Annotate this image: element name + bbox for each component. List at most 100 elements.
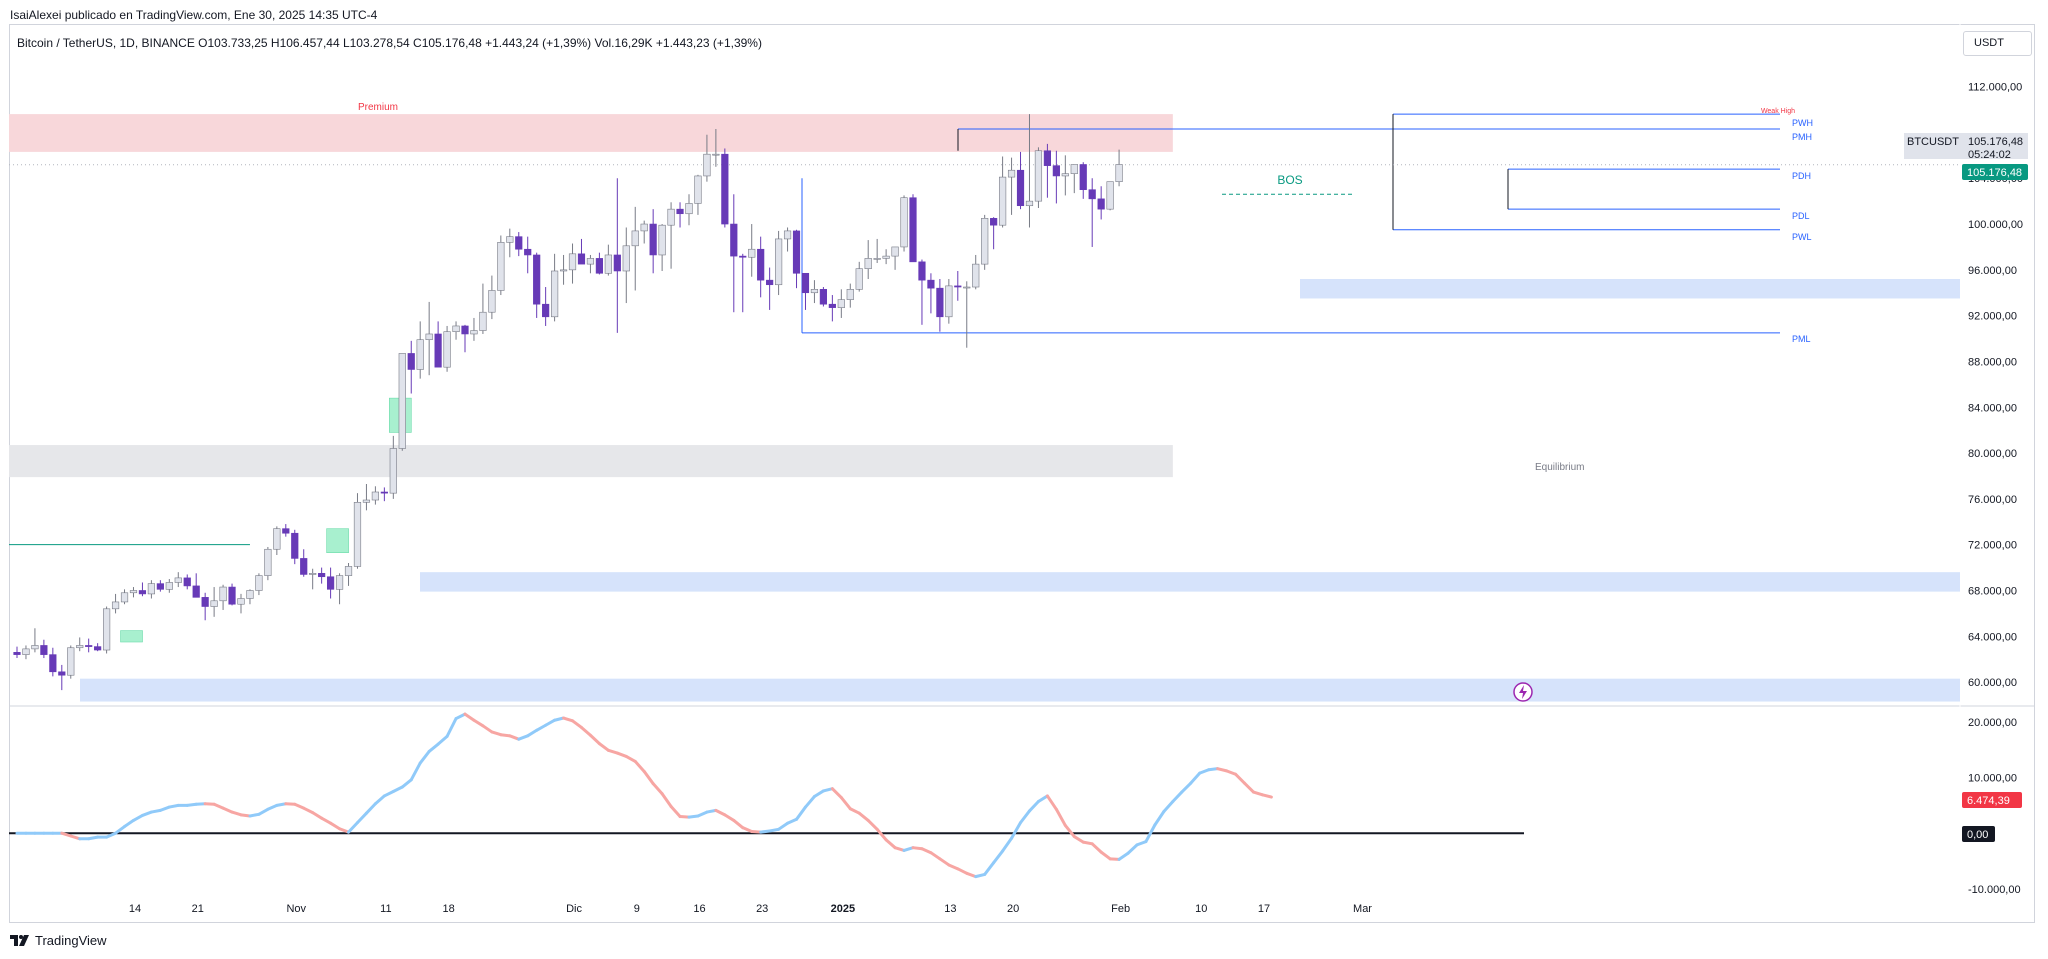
candle-body: [676, 208, 684, 215]
oscillator-segment: [185, 802, 198, 807]
oscillator-segment: [562, 716, 575, 723]
candle-body: [739, 255, 747, 258]
pdl-label: PDL: [1792, 211, 1810, 221]
x-tick-label: 2025: [831, 903, 855, 915]
candle-body: [309, 573, 317, 575]
oscillator-segment: [69, 834, 82, 841]
candle-body: [936, 287, 944, 318]
candle-body: [837, 299, 845, 308]
oscillator-segment: [1045, 794, 1058, 811]
candle-body: [577, 253, 586, 265]
oscillator-segment: [759, 829, 772, 834]
candle-body: [353, 502, 362, 567]
candle-body: [282, 528, 290, 534]
candle-body: [559, 269, 568, 272]
candle-body: [909, 197, 917, 263]
oscillator-segment: [248, 812, 261, 818]
oscillator-segment: [302, 806, 315, 815]
symbol-badge-price: 105.176,48: [1968, 136, 2023, 148]
oscillator-segment: [1135, 840, 1148, 847]
candle-body: [586, 258, 595, 265]
candle-body: [1025, 200, 1034, 207]
oscillator-segment: [221, 806, 234, 814]
candle-body: [76, 645, 84, 649]
premium-label: Premium: [358, 102, 398, 113]
candle-body: [694, 175, 702, 204]
candle-body: [228, 586, 236, 605]
candle-body: [165, 582, 173, 590]
oscillator-segment: [517, 734, 530, 741]
candle-body: [721, 153, 729, 225]
oscillator-segment: [1090, 842, 1103, 854]
candle-body: [748, 248, 756, 258]
y-tick-label: 112.000,00: [1968, 82, 2022, 94]
oscillator-segment: [786, 817, 799, 825]
candle-body: [85, 645, 93, 647]
candle-body: [1034, 150, 1043, 202]
oscillator-segment: [1063, 823, 1076, 839]
oscillator-segment: [123, 818, 135, 829]
candle-body: [1070, 164, 1078, 174]
oscillator-segment: [508, 734, 521, 741]
oscillator-segment: [60, 831, 73, 838]
oscillator-segment: [651, 782, 664, 796]
candle-body: [506, 236, 514, 243]
oscillator-segment: [257, 807, 270, 816]
oscillator-segment: [633, 759, 646, 773]
candle-body: [192, 585, 200, 598]
oscillator-segment: [400, 778, 413, 789]
lightning-icon[interactable]: [1513, 682, 1533, 702]
candle-body: [461, 325, 469, 335]
oscillator-segment: [391, 785, 404, 793]
candle-body: [918, 261, 926, 281]
axes-layer: 112.000,00104.000,00100.000,0096.000,009…: [129, 82, 2023, 915]
zone-rect: [9, 445, 1173, 478]
candle-body: [1043, 150, 1051, 166]
footer-brand[interactable]: TradingView: [10, 933, 107, 948]
oscillator-segment: [1162, 799, 1175, 814]
oscillator-segment: [1036, 794, 1049, 803]
zone-rect: [1300, 279, 1960, 299]
zone-rect: [9, 114, 1173, 152]
equilibrium-label: Equilibrium: [1535, 462, 1584, 473]
candle-body: [640, 223, 648, 232]
oscillator-segment: [293, 802, 306, 810]
oscillator-segment: [266, 803, 279, 811]
oscillator-segment: [812, 789, 825, 798]
oscillator-segment: [1099, 850, 1112, 861]
candle-body: [452, 325, 460, 332]
symbol-badge: BTCUSDT: [1907, 136, 1959, 148]
currency-selector[interactable]: USDT: [1963, 31, 2032, 56]
oscillator-segment: [1072, 835, 1085, 844]
candle-body: [425, 333, 433, 341]
x-tick-label: 21: [192, 903, 204, 915]
oscillator-segment: [239, 813, 252, 818]
candle-body: [326, 576, 335, 590]
candle-body: [783, 230, 792, 240]
osc-tick-label: 10.000,00: [1968, 773, 2017, 785]
pwh-label: PWH: [1792, 118, 1813, 128]
x-tick-label: 14: [129, 903, 141, 915]
candle-body: [846, 289, 854, 300]
oscillator-segment: [535, 723, 548, 732]
oscillator-segment: [884, 838, 897, 850]
publisher-line: IsaiAlexei publicado en TradingView.com,…: [10, 8, 378, 22]
oscillator-segment: [830, 787, 843, 800]
candle-body: [335, 575, 344, 590]
tradingview-logo-icon: [10, 934, 29, 946]
oscillator-segment: [418, 749, 431, 765]
candle-body: [855, 268, 863, 290]
oscillator-segment: [364, 802, 377, 815]
oscillator-segment: [454, 712, 467, 721]
oscillator-segment: [795, 805, 807, 821]
candle-body: [318, 573, 326, 578]
oscillator-segment: [114, 825, 127, 835]
x-tick-label: 10: [1195, 903, 1207, 915]
oscillator-segment: [338, 827, 351, 834]
candle-body: [1106, 181, 1114, 210]
candle-body: [31, 645, 39, 650]
oscillator-segment: [929, 851, 942, 861]
oscillator-segment: [1234, 772, 1247, 785]
candle-body: [954, 285, 962, 288]
